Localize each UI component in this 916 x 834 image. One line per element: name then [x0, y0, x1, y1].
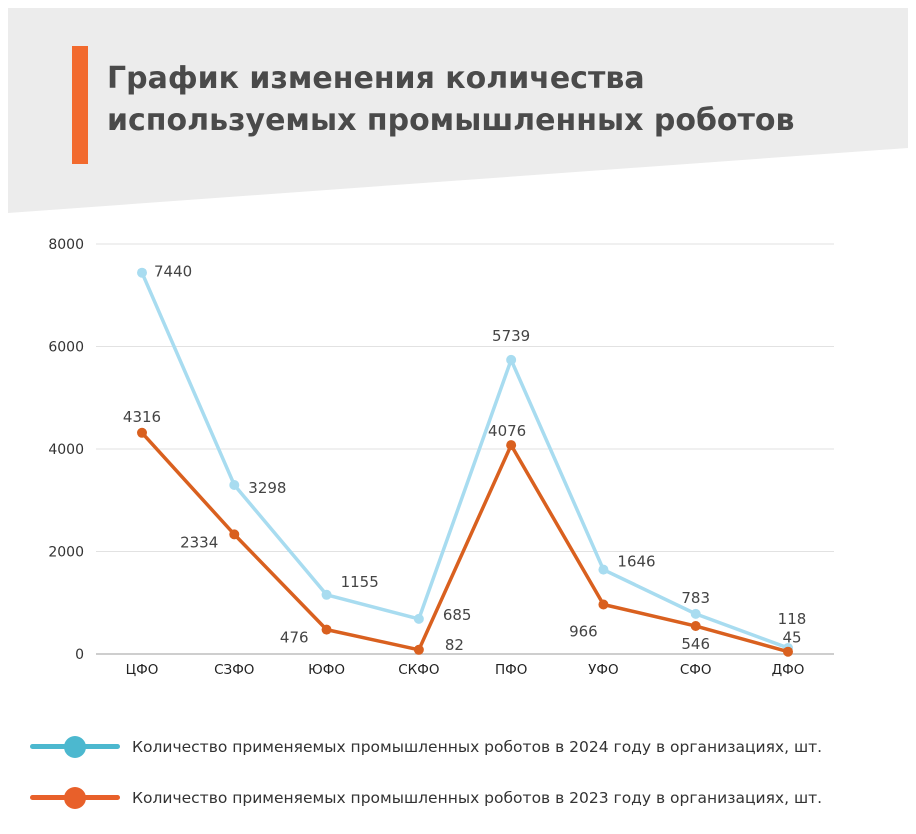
x-tick-label: УФО	[588, 662, 618, 678]
data-point	[413, 644, 424, 655]
data-point	[598, 599, 609, 610]
data-point	[506, 354, 517, 365]
y-tick-label: 0	[75, 647, 84, 663]
header-background	[8, 8, 908, 213]
data-point	[321, 589, 332, 600]
series-line	[140, 431, 790, 654]
data-label: 966	[569, 622, 598, 640]
data-label: 2334	[180, 533, 218, 551]
x-tick-label: ДФО	[772, 662, 805, 678]
x-tick-label: СФО	[680, 662, 712, 678]
data-point	[598, 564, 609, 575]
data-label: 4076	[488, 422, 526, 440]
data-point	[137, 427, 147, 438]
legend-label-2024: Количество применяемых промышленных робо…	[132, 738, 823, 756]
legend-marker-2023	[30, 783, 120, 813]
legend-item-2024: Количество применяемых промышленных робо…	[30, 732, 822, 762]
series-line	[140, 270, 790, 650]
legend-label-2023: Количество применяемых промышленных робо…	[132, 789, 823, 807]
legend-dot-2024	[64, 736, 86, 758]
x-tick-label: ЮФО	[308, 662, 345, 678]
data-point	[506, 440, 517, 451]
data-label: 5739	[492, 327, 530, 345]
x-tick-label: ПФО	[495, 662, 527, 678]
data-label: 4316	[123, 408, 161, 426]
y-tick-label: 8000	[48, 237, 84, 253]
data-point	[137, 267, 147, 278]
legend-marker-2024	[30, 732, 120, 762]
line-chart: 0 2000 4000 6000 8000 ЦФО СЗФО ЮФО СКФО ПФО УФО СФО…	[48, 237, 834, 678]
data-point	[783, 646, 793, 657]
data-label: 118	[778, 610, 807, 628]
data-label: 783	[681, 589, 710, 607]
y-tick-label: 4000	[48, 442, 84, 458]
data-point	[321, 624, 332, 635]
data-point	[229, 479, 240, 490]
data-point	[229, 529, 240, 540]
data-label: 45	[782, 629, 801, 647]
data-label: 82	[445, 636, 464, 654]
data-point	[690, 621, 701, 632]
x-tick-label: ЦФО	[126, 662, 159, 678]
x-tick-label: СЗФО	[214, 662, 254, 678]
data-label: 1155	[341, 573, 379, 591]
legend-dot-2023	[64, 787, 86, 809]
y-tick-label: 2000	[48, 545, 84, 561]
y-tick-label: 6000	[48, 340, 84, 356]
data-point	[690, 608, 701, 619]
page-title: График изменения количества используемых…	[107, 61, 795, 138]
data-label: 546	[681, 635, 710, 653]
data-label: 7440	[154, 263, 192, 281]
title-accent-bar	[72, 46, 88, 164]
x-tick-label: СКФО	[398, 662, 439, 678]
data-point	[413, 613, 424, 624]
data-label: 476	[280, 629, 309, 647]
data-label: 685	[443, 606, 472, 624]
legend-item-2023: Количество применяемых промышленных робо…	[30, 783, 822, 813]
data-label: 1646	[617, 553, 655, 571]
data-label: 3298	[248, 479, 286, 497]
